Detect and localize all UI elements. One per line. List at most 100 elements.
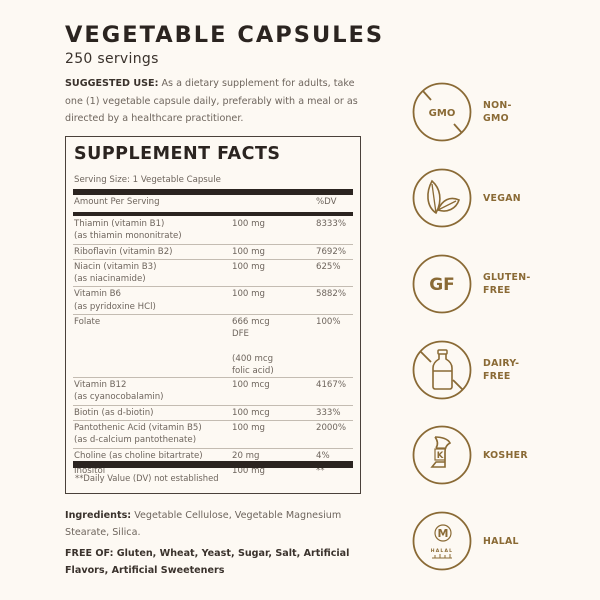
suggested-use-label: SUGGESTED USE: — [65, 78, 159, 89]
badge-non-gmo: GMO NON- GMO — [412, 82, 572, 142]
nutrient-dv: 4167% — [316, 380, 347, 391]
folate-folic-label: folic acid) — [232, 365, 274, 376]
badge-vegan: VEGAN — [412, 168, 572, 228]
table-row: Biotin (as d-biotin) 100 mcg 333% — [73, 406, 353, 421]
table-row: Pantothenic Acid (vitamin B5) (as d-calc… — [73, 421, 353, 449]
table-row: Vitamin B6 (as pyridoxine HCl) 100 mg 58… — [73, 287, 353, 316]
nutrient-name: Riboflavin (vitamin B2) — [74, 246, 173, 257]
folate-folic-amount: (400 mcg — [232, 353, 274, 364]
halal-icon: M HALAL — [412, 511, 472, 571]
divider-medium — [73, 212, 353, 216]
table-row: Folate 666 mcg DFE (400 mcg folic acid) … — [73, 315, 353, 379]
table-row: Inositol 100 mg ** — [73, 464, 353, 478]
nutrient-amount: 100 mg — [232, 219, 265, 229]
badge-label: KOSHER — [483, 449, 528, 462]
svg-text:M: M — [438, 527, 449, 540]
badge-dairy-free: DAIRY- FREE — [412, 340, 572, 400]
suggested-use: SUGGESTED USE: As a dietary supplement f… — [65, 75, 365, 128]
nutrient-dv: 100% — [316, 317, 341, 328]
nutrient-dv: 4% — [316, 450, 330, 461]
badge-label: HALAL — [483, 535, 519, 548]
table-row: Vitamin B12 (as cyanocobalamin) 100 mcg … — [73, 378, 353, 406]
svg-text:GF: GF — [429, 275, 455, 295]
nutrient-name: Vitamin B6 — [74, 289, 122, 300]
badge-label-line1: GLUTEN- — [483, 272, 531, 283]
ingredients-label: Ingredients: — [65, 510, 132, 521]
ingredients-text: Vegetable Cellulose, Vegetable Magnesium… — [65, 510, 342, 538]
badge-halal: M HALAL HALAL — [412, 511, 572, 571]
nutrient-source: (as niacinamide) — [74, 274, 146, 285]
nutrient-source: (as cyanocobalamin) — [74, 392, 164, 403]
svg-text:HALAL: HALAL — [431, 548, 453, 554]
suggested-use-text: As a dietary supplement for adults, take… — [65, 78, 358, 124]
nutrient-amount: 100 mg — [232, 289, 265, 300]
nutrient-name: Choline (as choline bitartrate) — [74, 450, 203, 461]
table-row: Niacin (vitamin B3) (as niacinamide) 100… — [73, 260, 353, 288]
svg-text:GMO: GMO — [429, 108, 456, 119]
nutrient-name: Folate — [74, 317, 101, 328]
supplement-facts-panel: SUPPLEMENT FACTS Serving Size: 1 Vegetab… — [65, 136, 361, 494]
nutrient-dv: ** — [316, 465, 325, 476]
nutrient-name: Thiamin (vitamin B1) — [74, 219, 165, 229]
nutrient-source: (as pyridoxine HCl) — [74, 301, 156, 312]
divider-thick-bottom — [73, 461, 353, 468]
nutrient-amount: 100 mg — [232, 422, 265, 433]
nutrient-dv: 2000% — [316, 422, 347, 433]
dv-footnote: **Daily Value (DV) not established — [75, 473, 219, 483]
badge-label: DAIRY- FREE — [483, 357, 519, 383]
dairy-free-bottle-icon — [412, 340, 472, 400]
badge-label-line2: FREE — [483, 371, 511, 382]
divider-thick — [73, 189, 353, 195]
gluten-free-icon: GF — [412, 254, 472, 314]
facts-title: SUPPLEMENT FACTS — [74, 144, 281, 164]
nutrient-amount: 100 mg — [232, 246, 265, 257]
table-row: Riboflavin (vitamin B2) 100 mg 7692% — [73, 245, 353, 260]
nutrient-amount: 100 mcg — [232, 407, 270, 418]
nutrient-rows: Thiamin (vitamin B1) (as thiamin mononit… — [73, 217, 353, 478]
nutrient-name: Niacin (vitamin B3) — [74, 261, 157, 272]
badge-label-line1: NON- — [483, 100, 512, 111]
nutrient-name: Pantothenic Acid (vitamin B5) — [74, 422, 202, 433]
badge-label: VEGAN — [483, 192, 521, 205]
badge-label-line1: VEGAN — [483, 193, 521, 204]
badge-label: NON- GMO — [483, 99, 512, 125]
nutrient-amount: 666 mcg DFE (400 mcg folic acid) — [232, 316, 292, 377]
nutrient-source: (as thiamin mononitrate) — [74, 231, 182, 242]
nutrient-dv: 333% — [316, 407, 341, 418]
nutrient-name: Vitamin B12 — [74, 380, 127, 391]
badge-kosher: K KOSHER — [412, 425, 572, 485]
free-of-list: FREE OF: Gluten, Wheat, Yeast, Sugar, Sa… — [65, 548, 350, 576]
folate-unit: DFE — [232, 329, 249, 340]
nutrient-dv: 7692% — [316, 246, 347, 257]
nutrient-dv: 8333% — [316, 219, 347, 229]
badge-label-line2: FREE — [483, 285, 511, 296]
nutrient-dv: 5882% — [316, 289, 347, 300]
servings-count: 250 servings — [65, 51, 159, 67]
product-title: VEGETABLE CAPSULES — [65, 22, 385, 48]
nutrient-dv: 625% — [316, 261, 341, 272]
badge-label-line1: DAIRY- — [483, 358, 520, 369]
svg-text:K: K — [437, 451, 444, 461]
badge-label-line1: KOSHER — [483, 450, 528, 461]
nutrient-source: (as d-calcium pantothenate) — [74, 435, 197, 446]
badge-label-line2: GMO — [483, 113, 509, 124]
amount-header-row: Amount Per Serving %DV — [74, 197, 352, 207]
non-gmo-icon: GMO — [412, 82, 472, 142]
nutrient-amount: 100 mg — [232, 261, 265, 272]
folate-amount: 666 mcg — [232, 317, 270, 328]
serving-size: Serving Size: 1 Vegetable Capsule — [74, 175, 221, 185]
nutrient-amount: 100 mg — [232, 465, 265, 476]
ingredients: Ingredients: Vegetable Cellulose, Vegeta… — [65, 507, 365, 541]
table-row: Thiamin (vitamin B1) (as thiamin mononit… — [73, 217, 353, 245]
badge-label: GLUTEN- FREE — [483, 271, 531, 297]
badge-label-line1: HALAL — [483, 536, 519, 547]
amount-header: Amount Per Serving — [74, 197, 160, 207]
dv-header: %DV — [316, 197, 337, 207]
vegan-leaf-icon — [412, 168, 472, 228]
kosher-icon: K — [412, 425, 472, 485]
nutrient-amount: 20 mg — [232, 450, 260, 461]
badge-gluten-free: GF GLUTEN- FREE — [412, 254, 572, 314]
nutrient-name: Inositol — [74, 465, 106, 476]
nutrient-amount: 100 mcg — [232, 380, 270, 391]
nutrient-name: Biotin (as d-biotin) — [74, 407, 154, 418]
